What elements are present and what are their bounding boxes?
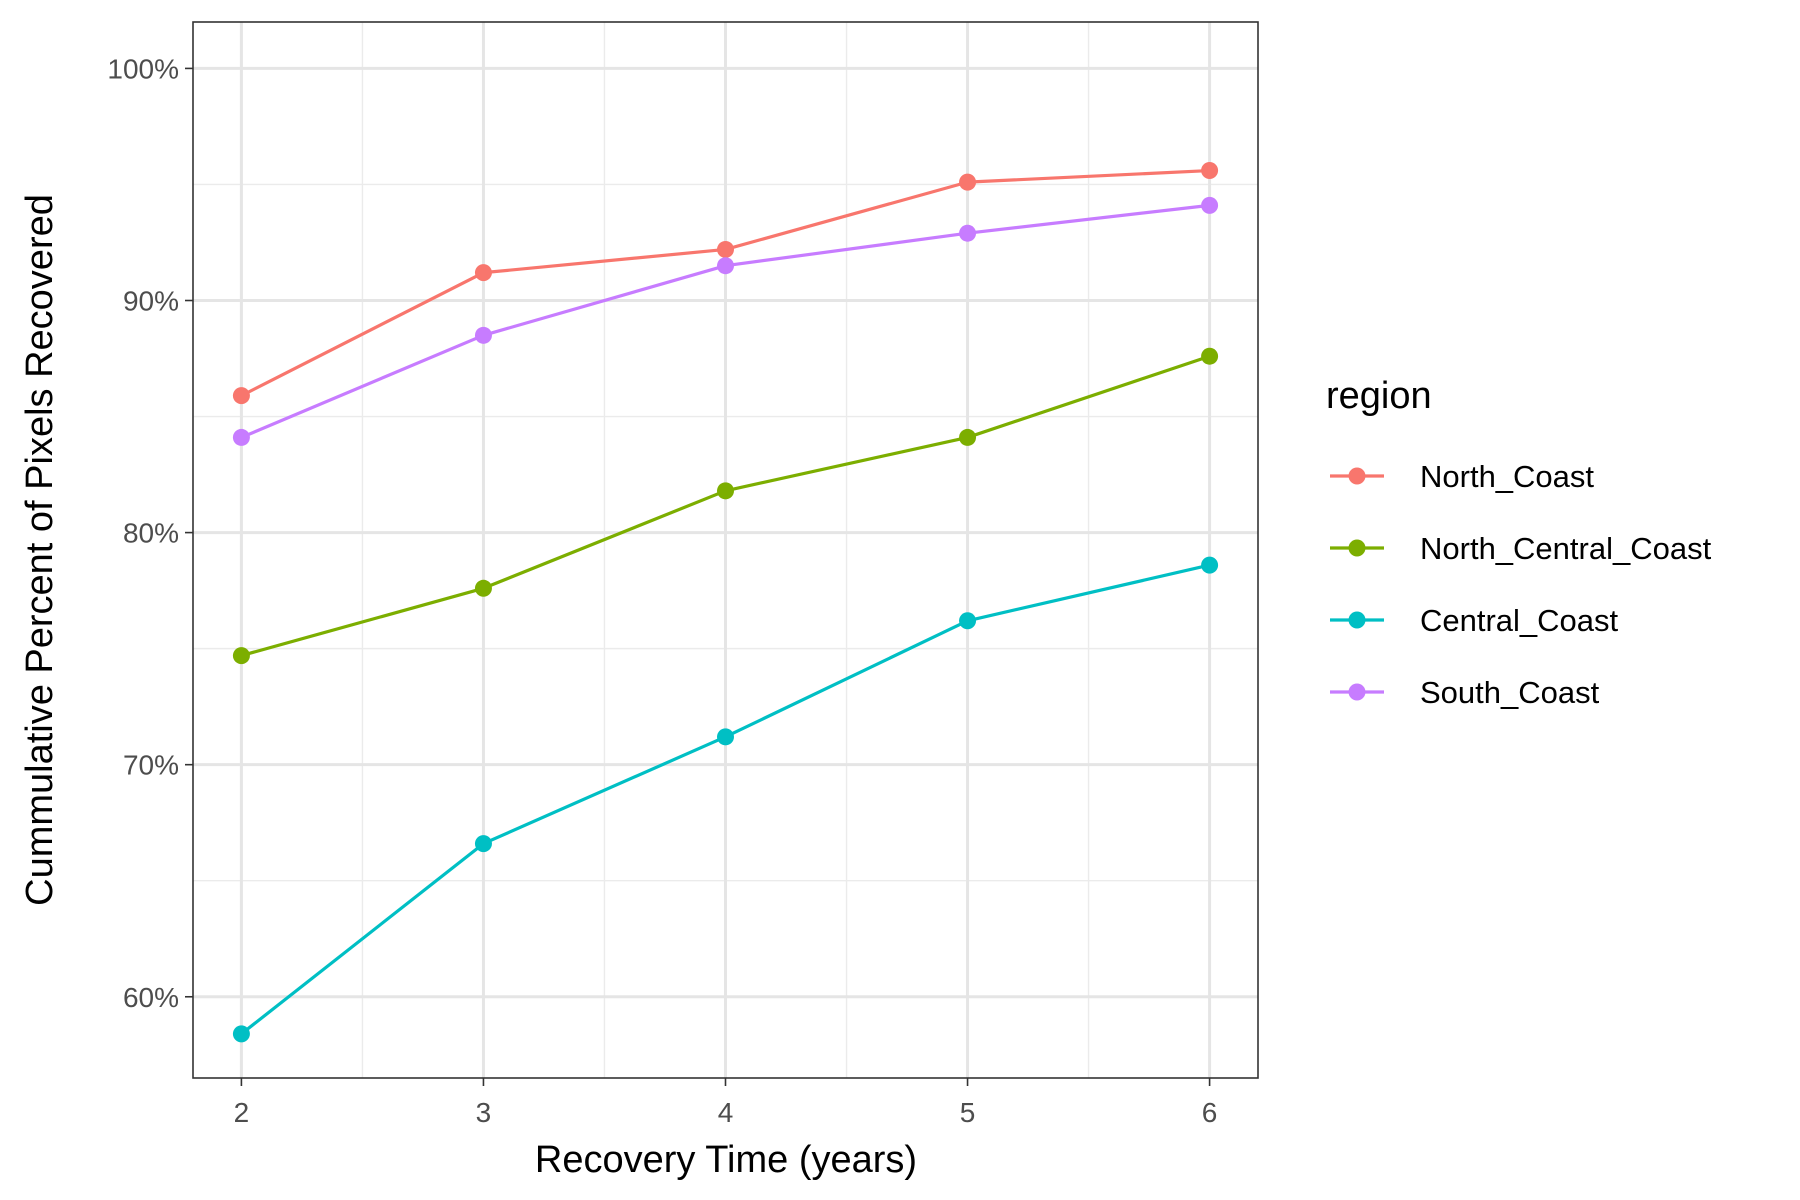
x-tick-label: 6	[1202, 1097, 1218, 1128]
data-point-north-central-coast	[232, 647, 250, 665]
data-point-north-central-coast	[959, 428, 977, 446]
legend-items: North_Coast North_Central_Coast Central_Co…	[1330, 459, 1712, 710]
series-layer	[232, 162, 1219, 1043]
data-point-south-coast	[717, 257, 734, 275]
legend-label: North_Coast	[1420, 459, 1594, 494]
data-point-central-coast	[717, 728, 734, 746]
data-point-north-coast	[1201, 162, 1219, 180]
legend-item: South_Coast	[1330, 675, 1600, 710]
data-point-central-coast	[1201, 556, 1219, 574]
legend-label: Central_Coast	[1420, 603, 1619, 638]
data-point-central-coast	[232, 1025, 250, 1043]
legend: region North_Coast North_Central_Coast Cen…	[1326, 375, 1712, 710]
y-axis: 60% 70% 80% 90% 100%	[107, 53, 193, 1013]
y-tick-label: 70%	[123, 750, 179, 781]
data-point-south-coast	[959, 224, 977, 242]
legend-key-point	[1348, 539, 1366, 557]
y-tick-label: 100%	[107, 53, 179, 84]
data-point-north-central-coast	[1201, 347, 1219, 365]
data-point-south-coast	[232, 428, 250, 446]
legend-key-point	[1348, 683, 1366, 701]
data-point-north-coast	[474, 264, 492, 282]
major-gridlines	[193, 22, 1258, 1078]
legend-key-point	[1348, 467, 1366, 485]
legend-label: South_Coast	[1420, 675, 1600, 710]
data-point-north-central-coast	[717, 482, 734, 500]
x-axis: 2 3 4 5 6	[234, 1078, 1218, 1128]
data-point-south-coast	[474, 326, 492, 344]
legend-item: North_Coast	[1330, 459, 1594, 494]
x-tick-label: 3	[476, 1097, 492, 1128]
data-point-north-coast	[959, 173, 977, 191]
x-tick-label: 5	[960, 1097, 976, 1128]
y-tick-label: 60%	[123, 982, 179, 1013]
legend-item: Central_Coast	[1330, 603, 1619, 638]
legend-item: North_Central_Coast	[1330, 531, 1712, 566]
data-point-north-central-coast	[474, 579, 492, 597]
data-point-north-coast	[232, 387, 250, 405]
data-point-central-coast	[474, 835, 492, 853]
y-tick-label: 80%	[123, 518, 179, 549]
data-point-south-coast	[1201, 196, 1219, 214]
x-axis-title: Recovery Time (years)	[535, 1139, 917, 1181]
legend-title: region	[1326, 375, 1432, 417]
y-tick-label: 90%	[123, 286, 179, 317]
data-point-central-coast	[959, 612, 977, 630]
x-tick-label: 2	[234, 1097, 250, 1128]
x-tick-label: 4	[718, 1097, 734, 1128]
data-point-north-coast	[717, 240, 734, 258]
y-axis-title: Cummulative Percent of Pixels Recovered	[19, 194, 61, 906]
legend-label: North_Central_Coast	[1420, 531, 1712, 566]
legend-key-point	[1348, 611, 1366, 629]
